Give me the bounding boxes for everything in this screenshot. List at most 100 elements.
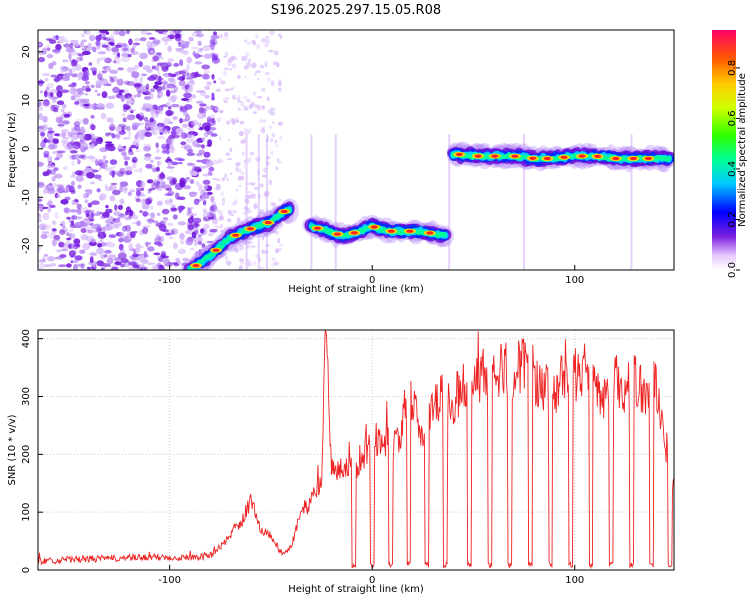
noise-speck <box>71 214 78 221</box>
noise-speck <box>47 209 51 213</box>
noise-speck <box>163 129 168 135</box>
noise-speck <box>161 65 169 72</box>
noise-speck <box>63 207 70 213</box>
noise-speck <box>139 76 143 84</box>
noise-speck <box>156 180 160 186</box>
ridge-peak <box>612 156 620 161</box>
noise-speck <box>278 223 284 227</box>
noise-speck <box>191 238 196 242</box>
noise-speck <box>97 231 107 239</box>
noise-speck <box>63 186 70 194</box>
noise-speck <box>96 188 101 193</box>
noise-speck <box>218 109 224 114</box>
noise-speck <box>145 163 153 169</box>
noise-speck <box>99 30 109 34</box>
noise-speck <box>107 242 116 248</box>
noise-speck <box>109 195 116 202</box>
noise-speck <box>121 98 125 102</box>
noise-speck <box>219 213 224 219</box>
noise-speck <box>244 55 248 62</box>
noise-speck <box>135 247 141 253</box>
noise-speck <box>152 220 159 224</box>
noise-speck <box>97 178 103 182</box>
noise-speck <box>100 112 107 120</box>
noise-speck <box>80 142 88 148</box>
noise-speck <box>163 117 171 125</box>
noise-speck <box>239 262 245 265</box>
noise-speck <box>195 74 203 77</box>
noise-speck <box>158 267 166 270</box>
noise-speck <box>59 116 63 124</box>
noise-speck <box>124 217 131 221</box>
noise-speck <box>203 151 211 158</box>
noise-speck <box>155 110 161 115</box>
noise-speck <box>94 89 98 93</box>
noise-speck <box>243 128 248 131</box>
noise-speck <box>244 129 250 135</box>
noise-speck <box>159 93 163 98</box>
noise-speck <box>262 127 265 134</box>
noise-speck <box>75 64 82 71</box>
noise-speck <box>270 138 274 143</box>
vertical-streak <box>257 134 260 270</box>
noise-speck <box>215 186 220 190</box>
noise-speck <box>38 56 46 63</box>
noise-speck <box>182 50 189 56</box>
noise-speck <box>157 184 164 189</box>
noise-speck <box>90 115 95 119</box>
noise-speck <box>101 91 108 99</box>
noise-speck <box>171 177 177 184</box>
noise-speck <box>89 34 96 42</box>
noise-speck <box>202 45 211 52</box>
noise-speck <box>165 109 173 117</box>
noise-speck <box>229 172 233 175</box>
noise-speck <box>50 263 57 267</box>
noise-speck <box>136 220 142 227</box>
noise-speck <box>227 138 231 142</box>
noise-speck <box>41 100 51 108</box>
noise-speck <box>147 262 156 266</box>
noise-speck <box>48 137 53 142</box>
noise-speck <box>130 51 140 55</box>
noise-speck <box>138 61 143 68</box>
noise-speck <box>68 68 73 76</box>
noise-speck <box>62 120 70 125</box>
noise-speck <box>155 234 161 241</box>
noise-speck <box>40 132 46 137</box>
noise-speck <box>259 209 265 215</box>
noise-speck <box>60 199 69 205</box>
noise-speck <box>195 250 199 258</box>
noise-speck <box>215 209 219 212</box>
noise-speck <box>47 127 53 131</box>
noise-speck <box>167 222 174 227</box>
noise-speck <box>51 176 56 182</box>
noise-speck <box>150 123 158 131</box>
x-tick-label: 0 <box>369 275 375 286</box>
noise-speck <box>119 167 126 175</box>
noise-speck <box>194 53 201 59</box>
ridge-peak <box>280 209 288 214</box>
noise-speck <box>54 133 60 137</box>
noise-speck <box>248 127 252 134</box>
noise-speck <box>57 264 67 268</box>
noise-speck <box>115 126 121 133</box>
noise-speck <box>88 241 97 247</box>
noise-speck <box>77 154 86 159</box>
noise-speck <box>178 80 186 87</box>
noise-speck <box>264 61 268 67</box>
noise-speck <box>85 191 93 195</box>
noise-speck <box>140 245 145 249</box>
noise-speck <box>149 92 154 100</box>
snr-panel: -100 0 100 0 100 200 300 400 Height of straigh… <box>7 329 675 595</box>
noise-speck <box>155 65 160 72</box>
noise-speck <box>184 229 194 235</box>
noise-speck <box>172 214 178 220</box>
noise-speck <box>117 204 123 210</box>
noise-speck <box>139 52 148 60</box>
noise-speck <box>57 186 66 194</box>
noise-speck <box>268 179 272 186</box>
noise-speck <box>38 219 43 223</box>
noise-speck <box>41 47 47 55</box>
noise-speck <box>159 132 163 135</box>
